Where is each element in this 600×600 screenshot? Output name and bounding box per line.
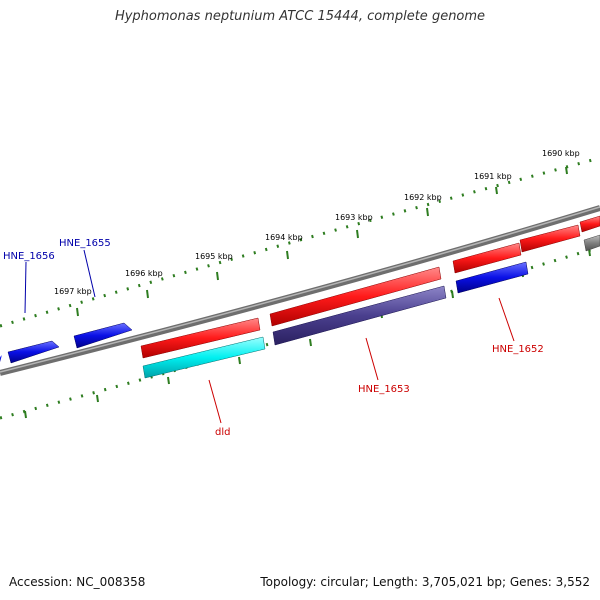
gene-label-reverse[interactable]: HNE_1655 — [59, 238, 111, 249]
gene-label-reverse[interactable]: HNE_1656 — [3, 251, 55, 262]
gene-arrow-slate[interactable] — [272, 285, 447, 346]
major-tick — [76, 307, 79, 317]
major-tick — [495, 186, 498, 195]
map-title: Hyphomonas neptunium ATCC 15444, complet… — [114, 9, 486, 24]
gene-arrow-blue[interactable] — [455, 261, 529, 294]
major-tick — [286, 250, 289, 260]
gene-arrow-blue[interactable] — [0, 355, 2, 362]
gene-arrow-red[interactable] — [269, 266, 442, 327]
kbp-label: 1695 kbp — [195, 252, 233, 261]
label-leader — [83, 249, 96, 298]
gene-label-forward[interactable]: HNE_1653 — [358, 384, 410, 395]
outer-tick-ring — [0, 156, 600, 328]
label-leader — [498, 297, 515, 342]
gene-arrow-red[interactable] — [140, 317, 261, 359]
label-leader — [208, 379, 222, 424]
genome-backbone — [0, 205, 600, 376]
major-tick — [146, 289, 149, 299]
accession-text: Accession: NC_008358 — [9, 575, 146, 589]
gene-arrow-red[interactable] — [579, 215, 600, 233]
gene-arrow-blue[interactable] — [7, 340, 60, 364]
kbp-label: 1691 kbp — [474, 172, 512, 181]
gene-arrow-cyan[interactable] — [142, 336, 266, 379]
major-tick — [238, 356, 241, 365]
major-tick — [565, 166, 568, 175]
gene-arrow-red[interactable] — [452, 242, 522, 274]
label-leaders — [24, 249, 515, 424]
kbp-label: 1694 kbp — [265, 233, 303, 242]
major-tick — [451, 290, 454, 299]
gene-label-forward[interactable]: dld — [215, 427, 230, 438]
major-tick — [24, 410, 27, 419]
outer-tick-line — [0, 156, 600, 328]
label-leader — [24, 261, 27, 314]
major-tick — [588, 248, 591, 257]
kbp-label: 1693 kbp — [335, 213, 373, 222]
gene-arrow-red[interactable] — [519, 224, 581, 253]
gene-arrow-blue[interactable] — [73, 322, 133, 349]
kbp-label: 1692 kbp — [404, 193, 442, 202]
major-tick — [309, 338, 312, 347]
major-tick — [426, 207, 429, 217]
major-tick — [216, 271, 219, 281]
kbp-label: 1690 kbp — [542, 149, 580, 158]
label-leader — [365, 337, 379, 381]
major-tick — [356, 229, 359, 239]
major-tick — [96, 394, 99, 403]
genome-summary-text: Topology: circular; Length: 3,705,021 bp… — [260, 575, 590, 589]
gene-label-forward[interactable]: HNE_1652 — [492, 344, 544, 355]
major-tick — [167, 376, 170, 385]
gene-arrow-gray[interactable] — [583, 234, 600, 252]
kbp-label: 1696 kbp — [125, 269, 163, 278]
forward-strand-genes — [0, 215, 600, 364]
reverse-strand-genes — [142, 234, 600, 379]
genome-backbone-highlight — [0, 206, 600, 373]
kbp-label: 1697 kbp — [54, 287, 92, 296]
